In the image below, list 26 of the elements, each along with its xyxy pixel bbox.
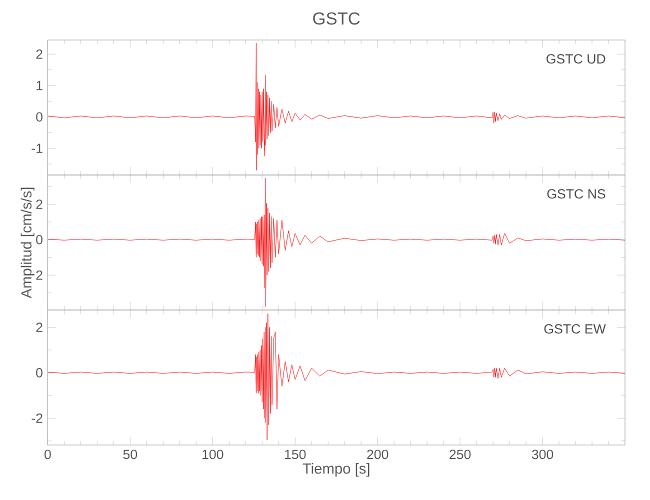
x-axis-title: Tiempo [s] [302, 462, 370, 477]
y-tick-label: 1 [36, 80, 42, 90]
annotation: GSTC UD [546, 54, 606, 64]
y-tick-label: 0 [36, 234, 42, 244]
y-tick-label: -2 [32, 414, 42, 423]
y-tick-label: 2 [36, 49, 42, 59]
line-series [48, 42, 625, 171]
y-tick-label: 0 [36, 368, 42, 378]
x-tick-label: 0 [44, 450, 51, 460]
y-tick-label: 0 [36, 112, 42, 122]
x-tick-label: 150 [285, 450, 306, 460]
x-tick-label: 50 [123, 450, 138, 460]
annotation: GSTC NS [547, 189, 606, 199]
y-axis-title: Amplitud [cm/s/s] [20, 188, 34, 298]
y-tick-label: 2 [36, 322, 42, 332]
x-tick-label: 100 [202, 450, 224, 460]
line-series [48, 178, 625, 307]
y-tick-label: -1 [32, 144, 42, 153]
chart-title: GSTC [313, 12, 360, 25]
x-tick-label: 200 [367, 450, 388, 460]
y-tick-label: 2 [36, 270, 42, 280]
x-tick-label: 300 [532, 450, 554, 460]
line-series [48, 313, 625, 440]
annotation: GSTC EW [544, 324, 606, 334]
y-tick-label: 2 [36, 200, 42, 209]
x-tick-label: 250 [450, 450, 471, 460]
